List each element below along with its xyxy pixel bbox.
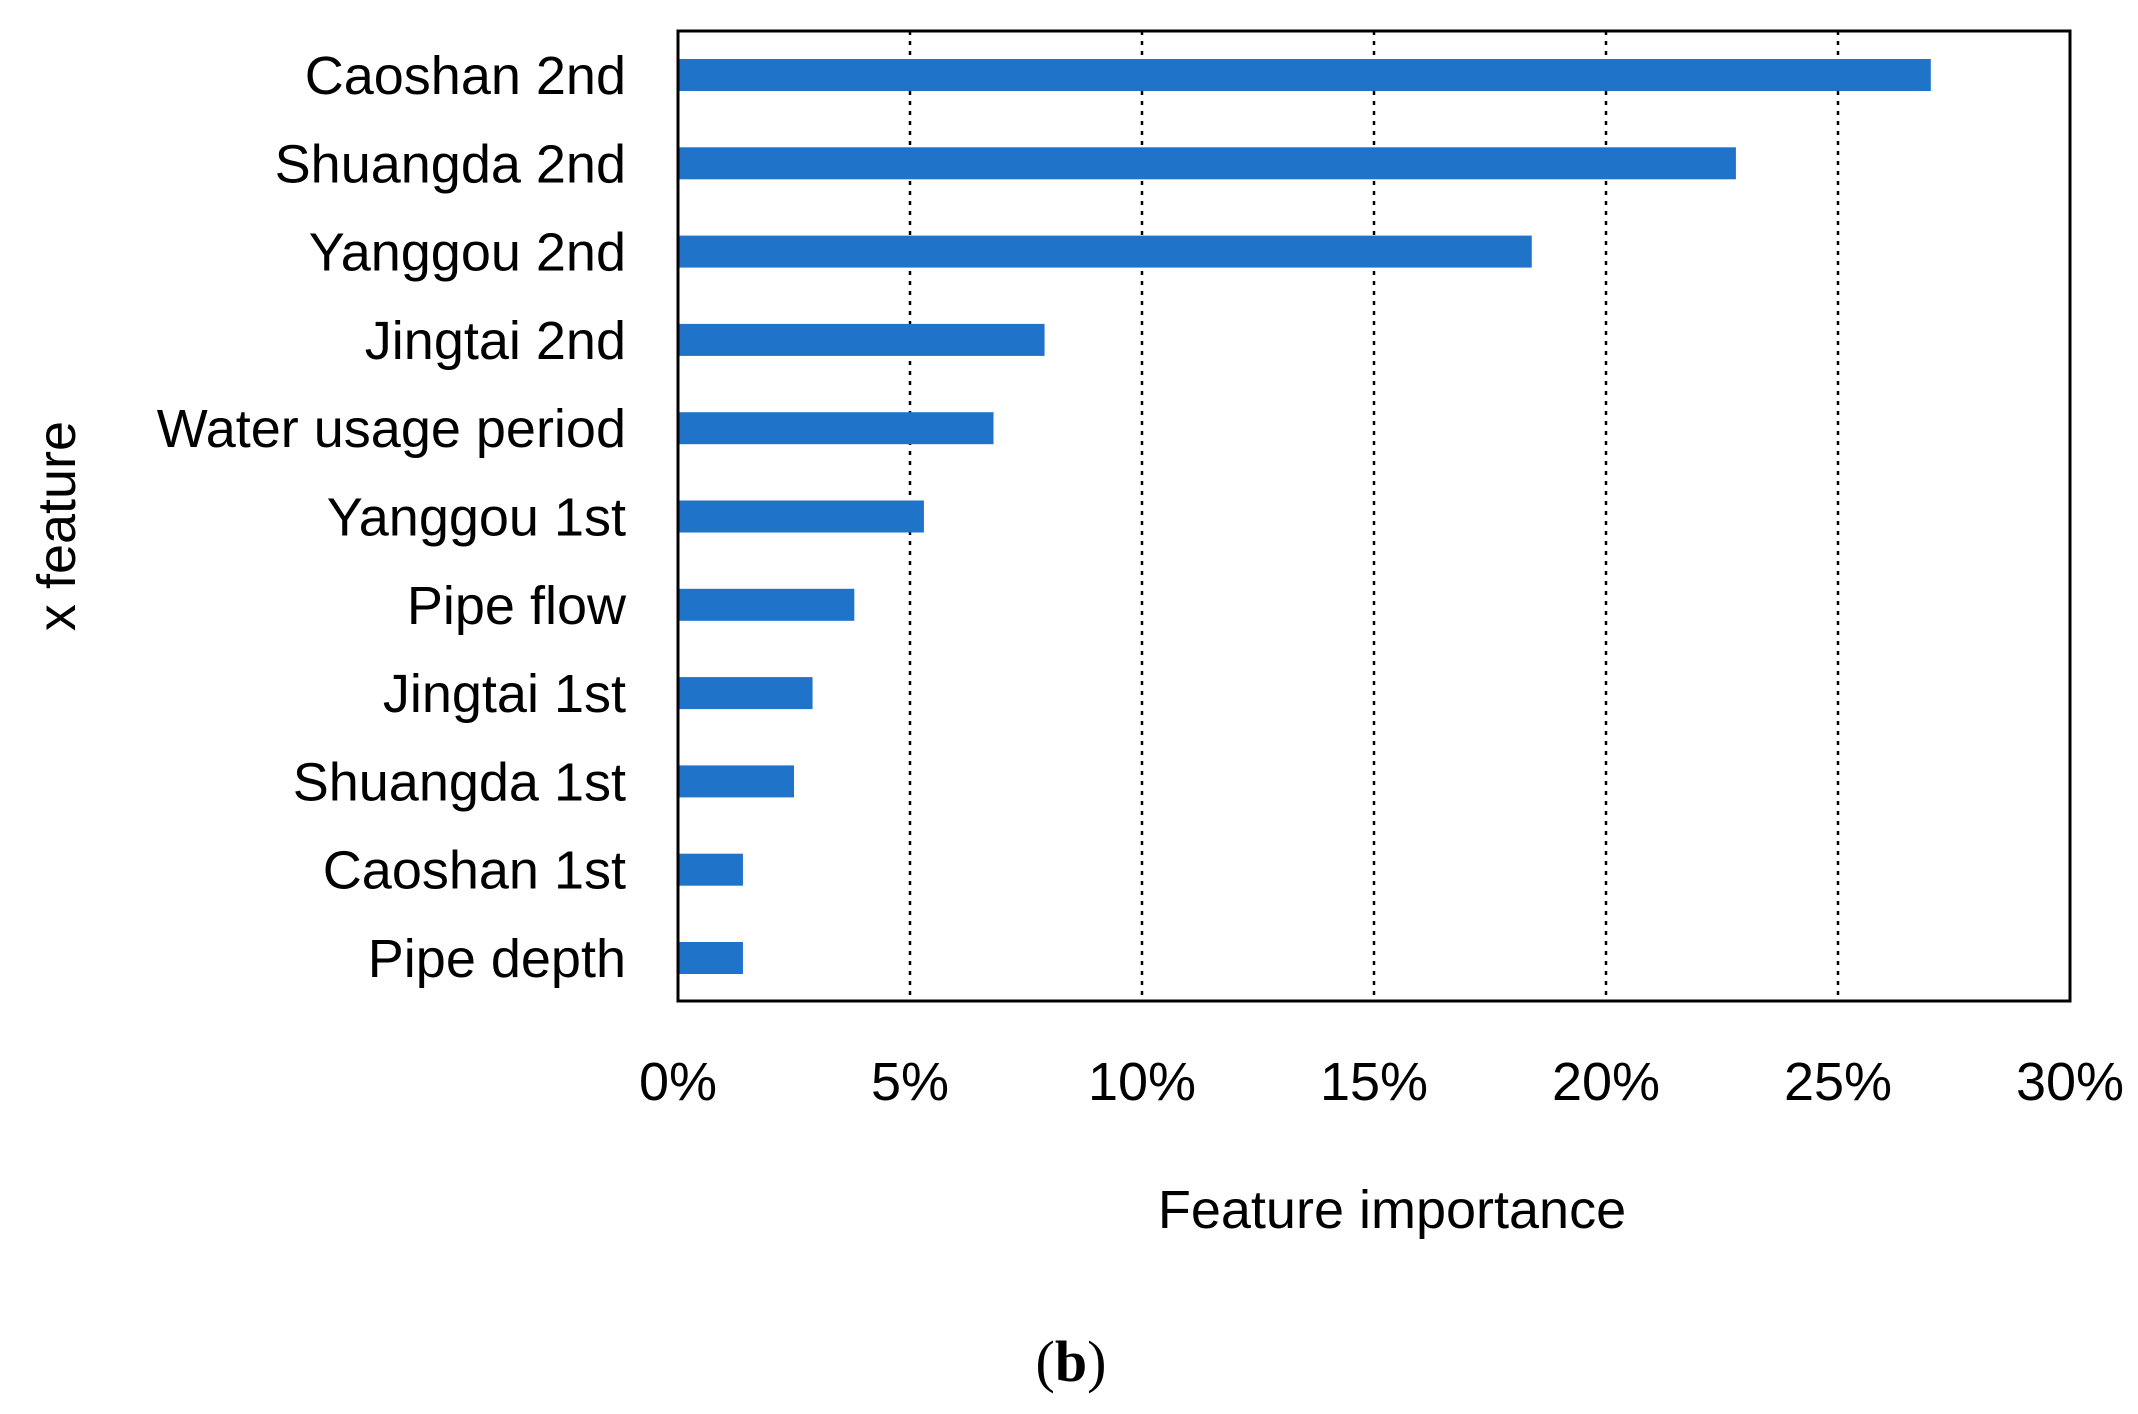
category-label: Caoshan 1st (323, 841, 626, 901)
y-axis-title: x feature (27, 421, 87, 631)
category-labels: Caoshan 2nd Shuangda 2nd Yanggou 2nd Jingta… (157, 46, 627, 989)
panel-label-letter: b (1055, 1329, 1087, 1394)
x-axis-title: Feature importance (1158, 1180, 1626, 1240)
panel-label-close: ) (1087, 1329, 1106, 1394)
bar-water-usage-period (678, 412, 994, 445)
bar-pipe-depth (678, 942, 743, 974)
x-tick-label: 25% (1784, 1052, 1892, 1112)
category-label: Shuangda 1st (293, 752, 626, 812)
category-label: Yanggou 1st (327, 488, 626, 548)
x-tick-labels: 0% 5% 10% 15% 20% 25% 30% (639, 1052, 2124, 1112)
bar-caoshan-1st (678, 853, 743, 886)
x-tick-label: 15% (1320, 1052, 1428, 1112)
bar-yanggou-1st (678, 500, 924, 533)
category-label: Shuangda 2nd (275, 134, 626, 194)
bars (678, 59, 1931, 974)
plot-frame (676, 29, 2072, 1003)
category-label: Caoshan 2nd (305, 46, 626, 106)
category-label: Water usage period (157, 399, 626, 459)
x-tick-label: 5% (871, 1052, 949, 1112)
x-tick-label: 30% (2016, 1052, 2124, 1112)
x-tick-label: 20% (1552, 1052, 1660, 1112)
category-label: Jingtai 2nd (365, 311, 626, 371)
panel-label: (b) (1036, 1329, 1107, 1394)
category-label: Yanggou 2nd (309, 223, 626, 283)
bar-pipe-flow (678, 588, 855, 621)
category-label: Pipe flow (407, 576, 627, 636)
category-label: Pipe depth (368, 929, 626, 989)
panel-label-open: ( (1036, 1329, 1055, 1394)
bar-jingtai-1st (678, 677, 813, 710)
bar-caoshan-2nd (678, 59, 1931, 91)
category-label: Jingtai 1st (383, 664, 626, 724)
bar-shuangda-1st (678, 765, 794, 798)
gridlines (908, 31, 1840, 1001)
bar-shuangda-2nd (678, 147, 1736, 180)
bar-jingtai-2nd (678, 323, 1045, 356)
bar-yanggou-2nd (678, 235, 1532, 268)
x-tick-label: 10% (1088, 1052, 1196, 1112)
x-tick-label: 0% (639, 1052, 717, 1112)
